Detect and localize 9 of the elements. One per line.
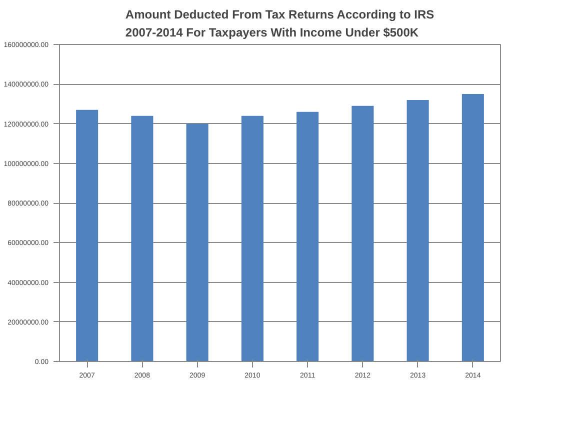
bar: [131, 116, 154, 362]
bar: [241, 116, 264, 362]
bar: [352, 106, 374, 362]
bar: [462, 94, 484, 362]
bar: [406, 100, 429, 362]
chart-title: Amount Deducted From Tax Returns According to IRS 2007-2014 For Taxpayers With Income Under $500K: [125, 7, 434, 40]
bar: [296, 112, 319, 362]
bar: [186, 124, 208, 362]
bar: [76, 110, 98, 362]
